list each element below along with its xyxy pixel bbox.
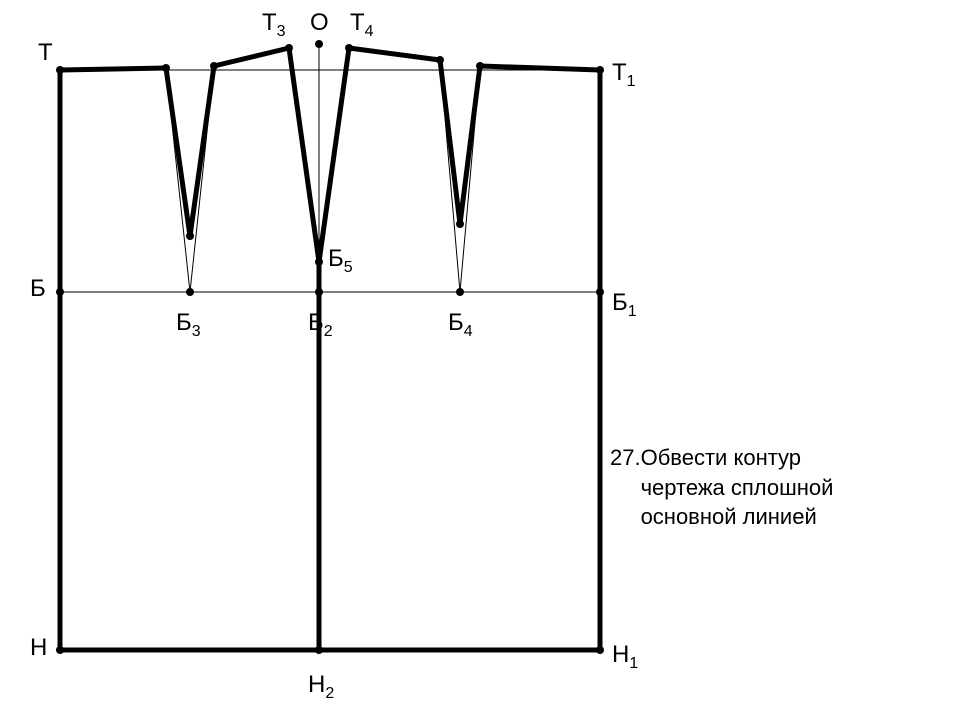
point-T3 — [285, 44, 293, 52]
label-B1: Б1 — [612, 289, 637, 320]
point-D1b — [210, 62, 218, 70]
point-H — [56, 646, 64, 654]
point-D1t — [186, 232, 194, 240]
point-D3b — [476, 62, 484, 70]
point-O — [315, 40, 323, 48]
point-H2 — [315, 646, 323, 654]
point-T — [56, 66, 64, 74]
label-H: Н — [30, 634, 47, 661]
label-B3: Б3 — [176, 309, 201, 340]
label-T4: Т4 — [350, 9, 374, 40]
instruction-text: 27.Обвести контур чертежа сплошной основ… — [610, 443, 833, 532]
label-B5: Б5 — [328, 245, 353, 276]
point-T4 — [345, 44, 353, 52]
label-T: Т — [38, 39, 53, 66]
point-B3 — [186, 288, 194, 296]
point-T1 — [596, 66, 604, 74]
point-B — [56, 288, 64, 296]
label-B: Б — [30, 275, 46, 302]
label-B4: Б4 — [448, 309, 473, 340]
instruction-line2: чертежа сплошной — [641, 475, 834, 500]
instruction-number: 27. — [610, 445, 641, 470]
point-D1a — [162, 64, 170, 72]
label-H1: Н1 — [612, 641, 638, 672]
label-H2: Н2 — [308, 671, 334, 702]
point-B2 — [315, 288, 323, 296]
point-H1 — [596, 646, 604, 654]
point-D3t — [456, 220, 464, 228]
instruction-line3: основной линией — [641, 504, 817, 529]
label-T3: Т3 — [262, 9, 286, 40]
point-B4 — [456, 288, 464, 296]
point-B5 — [315, 258, 323, 266]
instruction-line1: Обвести контур — [641, 445, 801, 470]
label-B2: Б2 — [308, 309, 333, 340]
label-T1: Т1 — [612, 59, 636, 90]
point-D3a — [436, 56, 444, 64]
point-B1 — [596, 288, 604, 296]
skirt-pattern-diagram: Т Т1 Т3 О Т4 Б Б1 Б2 Б3 Б4 Б5 Н Н1 Н2 — [0, 0, 960, 720]
label-O: О — [310, 9, 329, 36]
